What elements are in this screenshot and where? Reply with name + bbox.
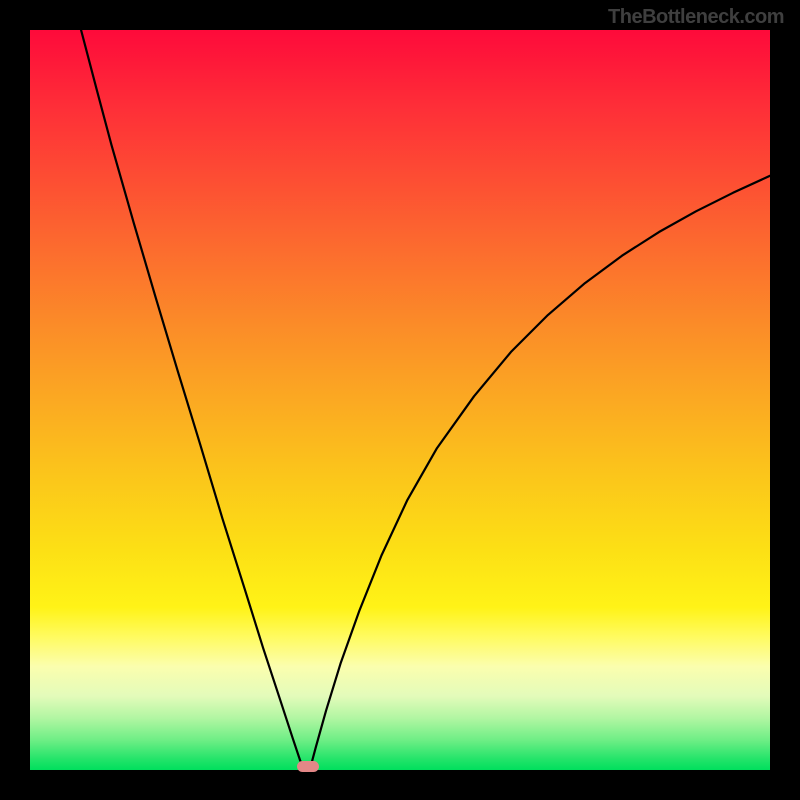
watermark-text: TheBottleneck.com — [608, 6, 784, 29]
curve-svg — [30, 30, 770, 770]
plot-area — [30, 30, 770, 770]
curve-left-branch — [81, 30, 305, 770]
chart-root: TheBottleneck.com — [0, 0, 800, 800]
curve-right-branch — [310, 176, 770, 770]
bottleneck-marker — [297, 761, 319, 772]
